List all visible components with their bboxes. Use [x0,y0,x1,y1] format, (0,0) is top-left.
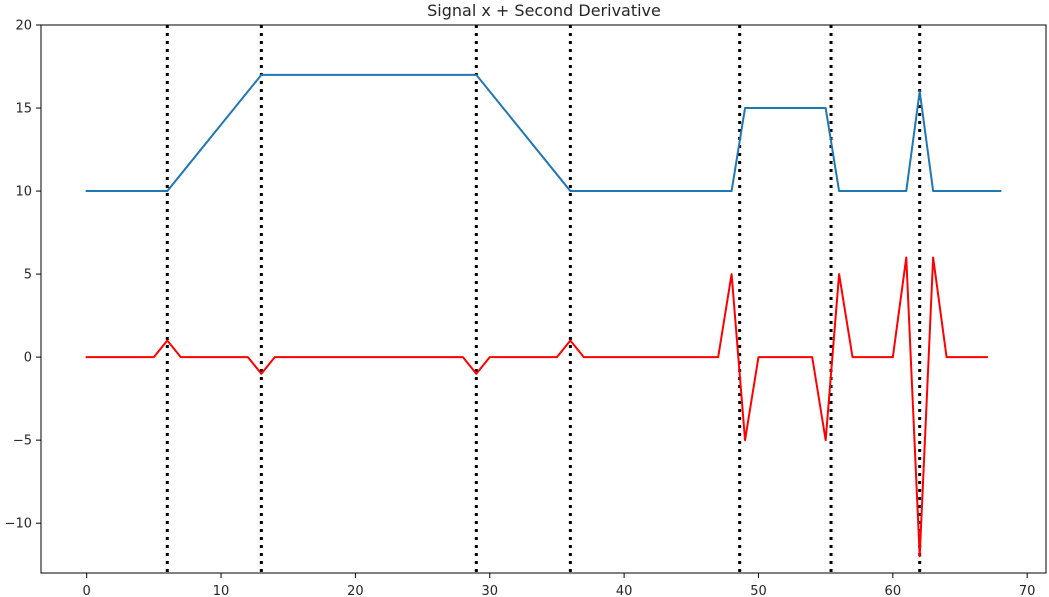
x-tick-label-4: 40 [616,584,633,597]
y-tick-label-5: 15 [15,102,32,117]
event-vlines [165,25,922,573]
y-tick-label-6: 20 [15,19,32,34]
y-tick-label-3: 5 [24,268,32,283]
series-1-line [85,256,988,558]
axes: 0 10 20 30 40 50 60 70 −10 −5 0 5 10 15 20 [5,19,1047,597]
x-tick-label-5: 50 [750,584,767,597]
x-tick-label-2: 20 [347,584,364,597]
plot-frame [40,24,1047,574]
series-0-line [85,73,1002,193]
y-tick-label-0: −10 [5,517,32,532]
x-tick-label-7: 70 [1019,584,1036,597]
y-tick-label-2: 0 [24,351,32,366]
x-tick-label-3: 30 [481,584,498,597]
y-tick-label-4: 10 [15,185,32,200]
series-layer [85,73,1002,558]
x-tick-label-0: 0 [83,584,91,597]
y-tick-label-1: −5 [13,434,32,449]
x-tick-label-1: 10 [213,584,230,597]
chart-title: Signal x + Second Derivative [427,1,661,20]
x-tick-label-6: 60 [885,584,902,597]
